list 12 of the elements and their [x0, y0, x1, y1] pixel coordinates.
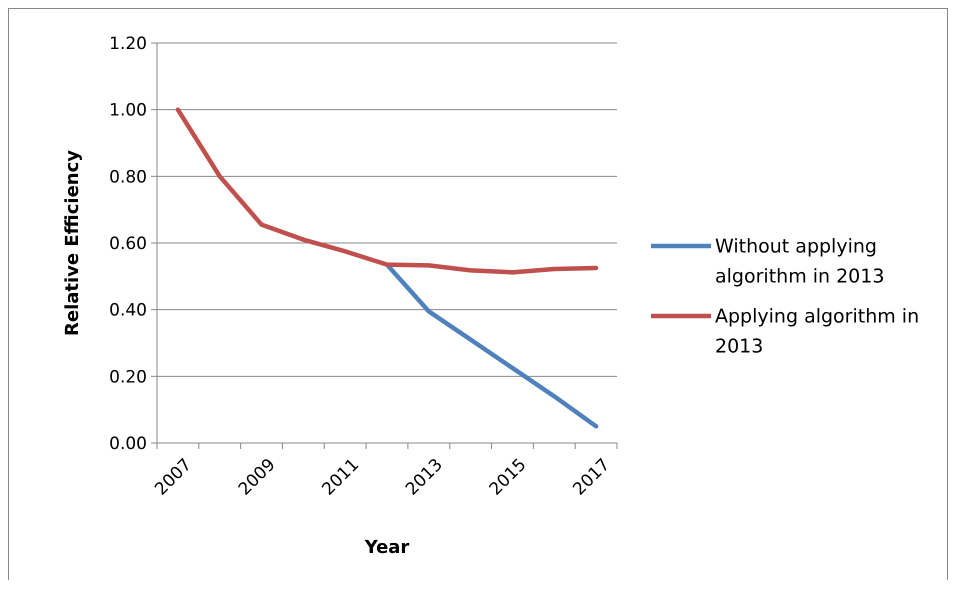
line-series	[176, 107, 598, 275]
y-tick-label: 1.20	[109, 34, 147, 54]
y-tick-label: 0.80	[109, 167, 147, 188]
y-tick-label: 0.60	[109, 234, 147, 254]
y-tick-label: 0.00	[109, 434, 147, 454]
y-tick-label: 1.00	[109, 100, 147, 121]
y-axis-title: Relative Efficiency	[62, 150, 83, 336]
legend-label: Without applying algorithm in 2013	[715, 236, 884, 288]
y-tick-label: 0.20	[109, 367, 147, 388]
x-axis-title: Year	[364, 537, 410, 558]
legend-label: Applying algorithm in 2013	[715, 306, 920, 358]
y-tick-label: 0.40	[109, 300, 147, 321]
